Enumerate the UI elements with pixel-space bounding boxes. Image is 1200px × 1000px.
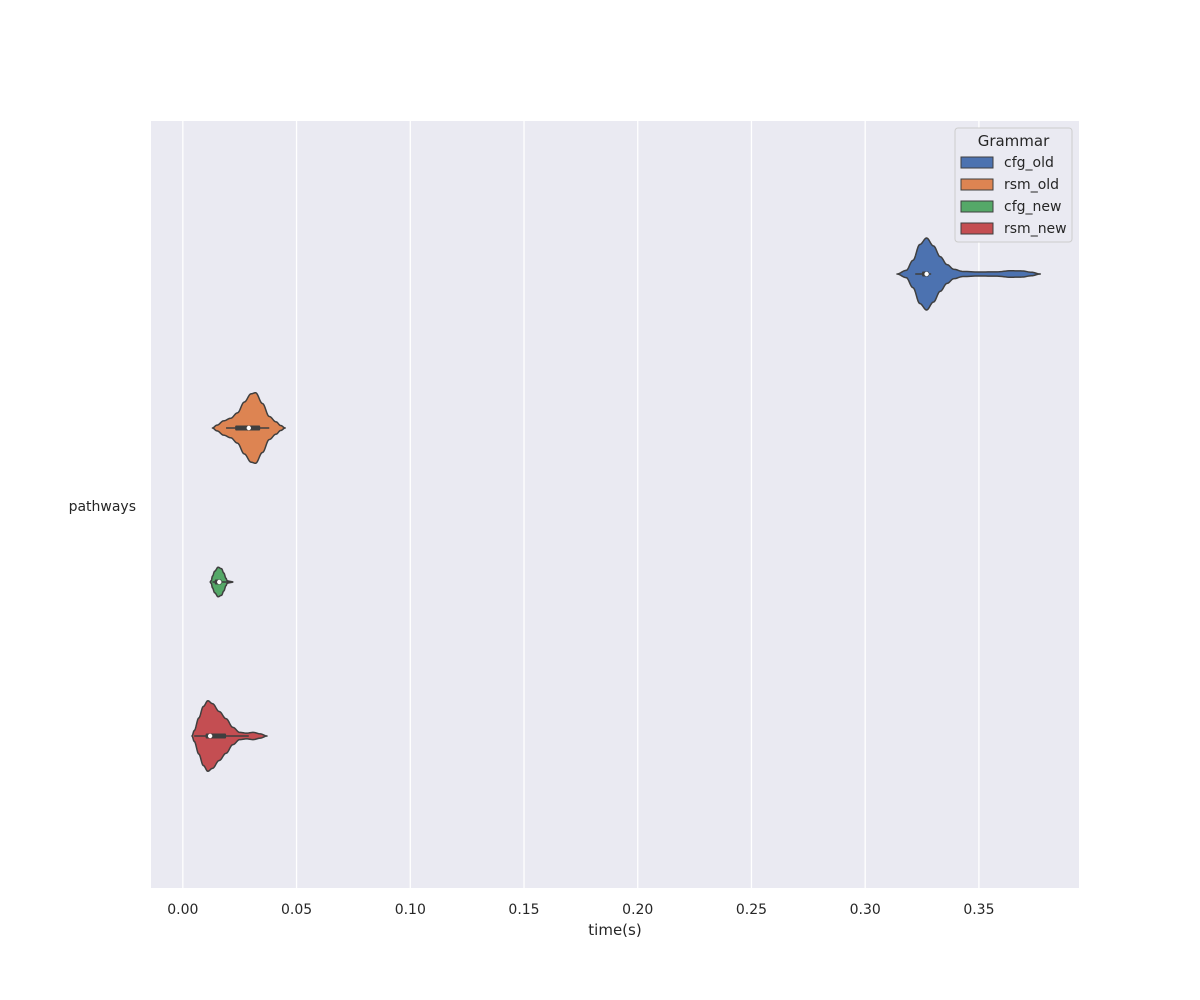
y-category-label: pathways (69, 499, 136, 515)
legend-items: cfg_old rsm_old cfg_new rsm_new (960, 155, 1067, 237)
x-tick-label: 0.35 (963, 902, 994, 918)
violin-rsm_new (191, 699, 268, 773)
x-tick-label: 0.05 (281, 902, 312, 918)
violin-median (246, 425, 252, 431)
x-tick-label: 0.30 (850, 902, 881, 918)
violin-cfg_old (896, 237, 1042, 311)
violin-rsm_old (211, 391, 286, 465)
x-ticks: 0.00 0.05 0.10 0.15 0.20 0.25 0.30 0.35 (167, 902, 994, 918)
grid-lines (182, 121, 980, 888)
violins (191, 237, 1042, 773)
x-tick-label: 0.10 (395, 902, 426, 918)
legend-title: Grammar (978, 132, 1050, 150)
violin-cfg_new (209, 566, 234, 598)
x-tick-label: 0.20 (622, 902, 653, 918)
legend-label-cfg_new: cfg_new (1004, 199, 1061, 215)
legend-swatch-rsm_old (960, 178, 994, 191)
legend-label-cfg_old: cfg_old (1004, 155, 1054, 171)
legend-swatch-cfg_new (960, 200, 994, 213)
legend: Grammar cfg_old rsm_old cfg_new rsm_new (954, 127, 1073, 243)
x-tick-label: 0.00 (167, 902, 198, 918)
x-axis-label: time(s) (588, 921, 641, 939)
violin-median (207, 733, 213, 739)
violin-median (924, 271, 929, 277)
x-tick-label: 0.15 (508, 902, 539, 918)
legend-swatch-rsm_new (960, 222, 994, 235)
legend-label-rsm_new: rsm_new (1004, 221, 1067, 237)
violin-body (896, 237, 1042, 311)
violin-median (217, 579, 222, 585)
legend-swatch-cfg_old (960, 156, 994, 169)
legend-label-rsm_old: rsm_old (1004, 177, 1059, 193)
plot-area (151, 121, 1079, 888)
x-tick-label: 0.25 (736, 902, 767, 918)
